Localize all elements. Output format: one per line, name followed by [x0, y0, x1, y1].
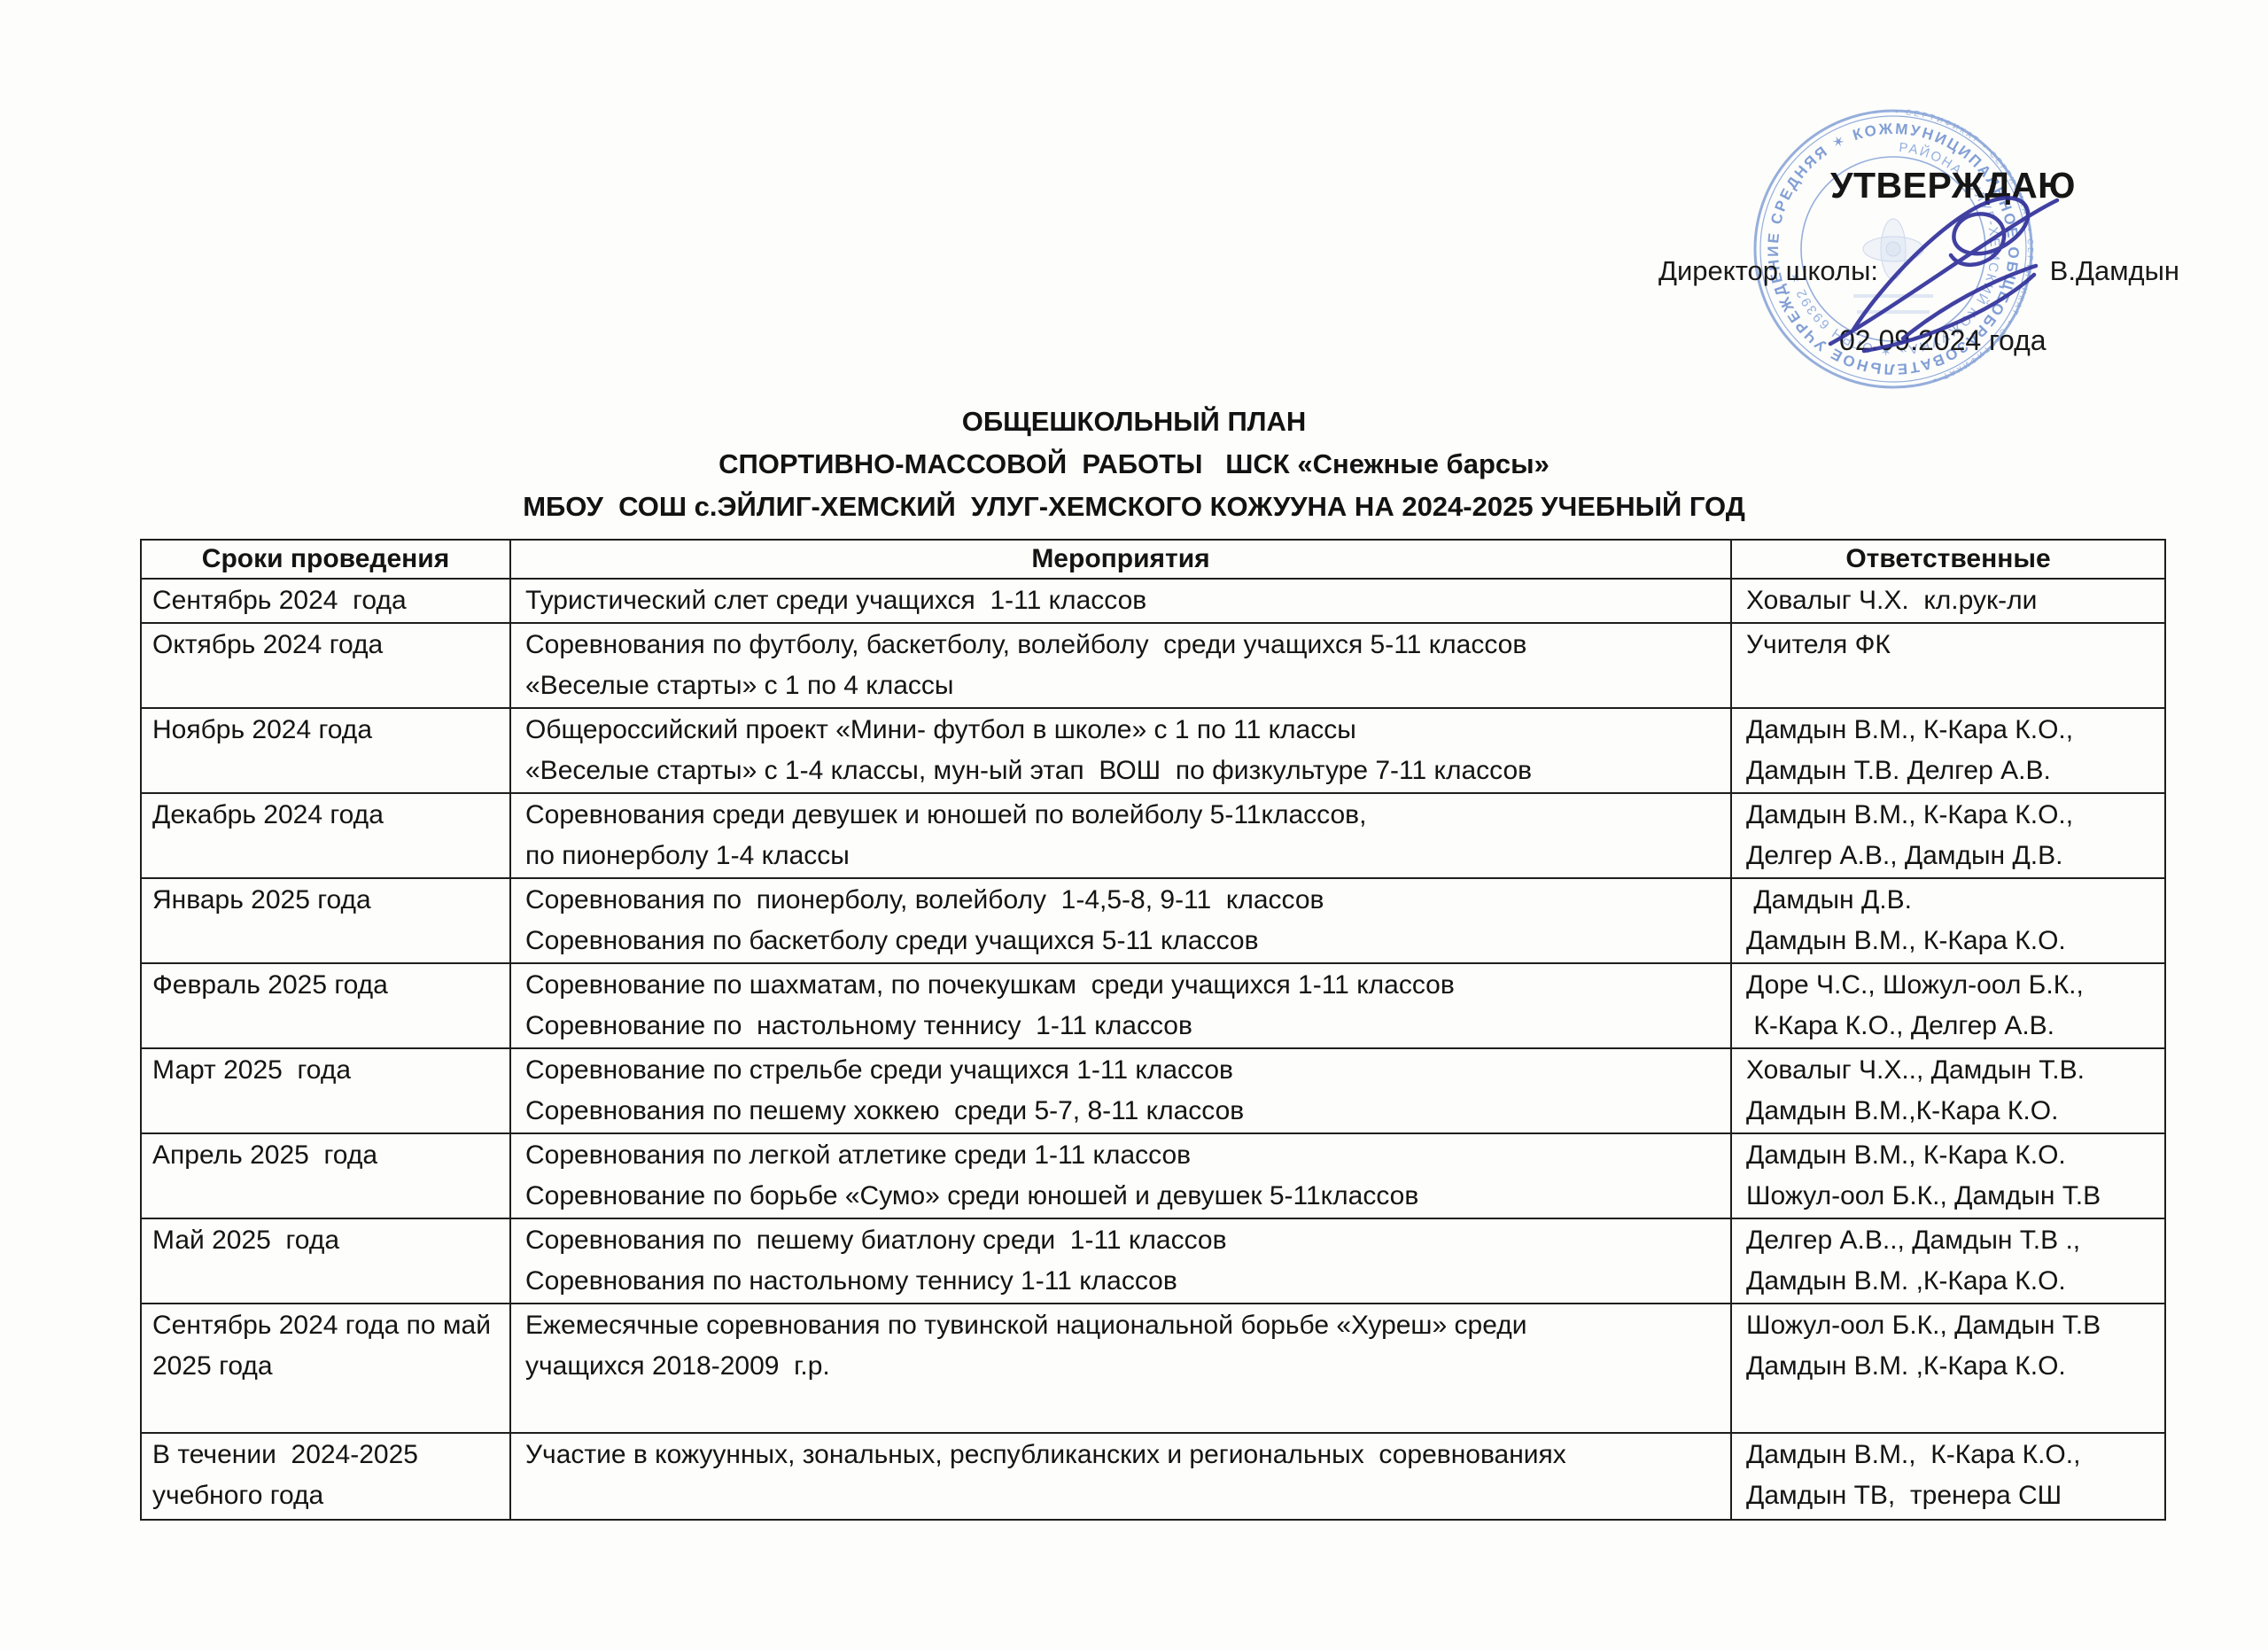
table-header-row: Сроки проведения Мероприятия Ответственн…	[140, 539, 2166, 580]
period-cell: Апрель 2025 года	[140, 1132, 511, 1219]
header-responsible: Ответственные	[1730, 539, 2166, 580]
table-row: Январь 2025 года Соревнования по пионерб…	[140, 877, 2166, 964]
responsible-cell: Доре Ч.С., Шожул-оол Б.К., К-Кара К.О., …	[1730, 962, 2166, 1049]
director-name: В.Дамдын	[2049, 255, 2179, 286]
director-label: Директор школы:	[1658, 255, 1878, 286]
period-cell: В течении 2024-2025 учебного года	[140, 1432, 511, 1521]
table-row: Апрель 2025 года Соревнования по легкой …	[140, 1132, 2166, 1219]
director-signature-icon	[1828, 196, 2060, 354]
period-cell: Октябрь 2024 года	[140, 622, 511, 709]
title-line-2: СПОРТИВНО-МАССОВОЙ РАБОТЫ ШСК «Снежные б…	[718, 448, 1550, 479]
events-cell: Соревнования по пионерболу, волейболу 1-…	[509, 877, 1732, 964]
document-title: ОБЩЕШКОЛЬНЫЙ ПЛАН СПОРТИВНО-МАССОВОЙ РАБ…	[0, 401, 2268, 528]
period-cell: Ноябрь 2024 года	[140, 707, 511, 794]
responsible-cell: Шожул-оол Б.К., Дамдын Т.В Дамдын В.М. ,…	[1730, 1303, 2166, 1434]
table-row: Май 2025 года Соревнования по пешему биа…	[140, 1218, 2166, 1304]
responsible-cell: Учителя ФК	[1730, 622, 2166, 709]
period-cell: Февраль 2025 года	[140, 962, 511, 1049]
header-period: Сроки проведения	[140, 539, 511, 580]
period-cell: Сентябрь 2024 года по май 2025 года	[140, 1303, 511, 1434]
table-row: Сентябрь 2024 года по май 2025 года Ежем…	[140, 1303, 2166, 1434]
events-cell: Ежемесячные соревнования по тувинской на…	[509, 1303, 1732, 1434]
responsible-cell: Ховалыг Ч.Х. кл.рук-ли	[1730, 578, 2166, 624]
table-row: В течении 2024-2025 учебного года Участи…	[140, 1432, 2166, 1521]
table-row: Октябрь 2024 года Соревнования по футбол…	[140, 622, 2166, 709]
table-row: Март 2025 года Соревнование по стрельбе …	[140, 1047, 2166, 1134]
events-cell: Соревнование по шахматам, по почекушкам …	[509, 962, 1732, 1049]
director-signature-line: Директор школы: В.Дамдын	[1658, 255, 2179, 287]
responsible-cell: Дамдын В.М., К-Кара К.О., Дамдын Т.В. Де…	[1730, 707, 2166, 794]
period-cell: Май 2025 года	[140, 1218, 511, 1304]
title-line-3: МБОУ СОШ с.ЭЙЛИГ-ХЕМСКИЙ УЛУГ-ХЕМСКОГО К…	[523, 491, 1745, 522]
plan-table: Сроки проведения Мероприятия Ответственн…	[140, 539, 2166, 1521]
period-cell: Март 2025 года	[140, 1047, 511, 1134]
period-cell: Январь 2025 года	[140, 877, 511, 964]
table-row: Ноябрь 2024 года Общероссийский проект «…	[140, 707, 2166, 794]
events-cell: Общероссийский проект «Мини- футбол в шк…	[509, 707, 1732, 794]
table-row: Февраль 2025 года Соревнование по шахмат…	[140, 962, 2166, 1049]
responsible-cell: Дамдын В.М., К-Кара К.О. Шожул-оол Б.К.,…	[1730, 1132, 2166, 1219]
responsible-cell: Делгер А.В.., Дамдын Т.В ., Дамдын В.М. …	[1730, 1218, 2166, 1304]
approve-label: УТВЕРЖДАЮ	[1830, 165, 2076, 206]
events-cell: Соревнования по футболу, баскетболу, вол…	[509, 622, 1732, 709]
title-line-1: ОБЩЕШКОЛЬНЫЙ ПЛАН	[961, 406, 1307, 437]
events-cell: Соревнования по легкой атлетике среди 1-…	[509, 1132, 1732, 1219]
table-row: Сентябрь 2024 года Туристический слет ср…	[140, 578, 2166, 624]
header-events: Мероприятия	[509, 539, 1732, 580]
table-row: Декабрь 2024 года Соревнования среди дев…	[140, 792, 2166, 879]
events-cell: Участие в кожуунных, зональных, республи…	[509, 1432, 1732, 1521]
period-cell: Сентябрь 2024 года	[140, 578, 511, 624]
events-cell: Соревнование по стрельбе среди учащихся …	[509, 1047, 1732, 1134]
responsible-cell: Дамдын В.М., К-Кара К.О., Дамдын ТВ, тре…	[1730, 1432, 2166, 1521]
period-cell: Декабрь 2024 года	[140, 792, 511, 879]
events-cell: Соревнования среди девушек и юношей по в…	[509, 792, 1732, 879]
responsible-cell: Дамдын В.М., К-Кара К.О., Делгер А.В., Д…	[1730, 792, 2166, 879]
events-cell: Соревнования по пешему биатлону среди 1-…	[509, 1218, 1732, 1304]
school-stamp-icon: • СЕРТИФИКАТ • СЕРТИФИКАТ • СЕРТИФИКАТ •…	[1747, 103, 2033, 389]
responsible-cell: Дамдын Д.В. Дамдын В.М., К-Кара К.О.	[1730, 877, 2166, 964]
responsible-cell: Ховалыг Ч.Х.., Дамдын Т.В. Дамдын В.М.,К…	[1730, 1047, 2166, 1134]
events-cell: Туристический слет среди учащихся 1-11 к…	[509, 578, 1732, 624]
